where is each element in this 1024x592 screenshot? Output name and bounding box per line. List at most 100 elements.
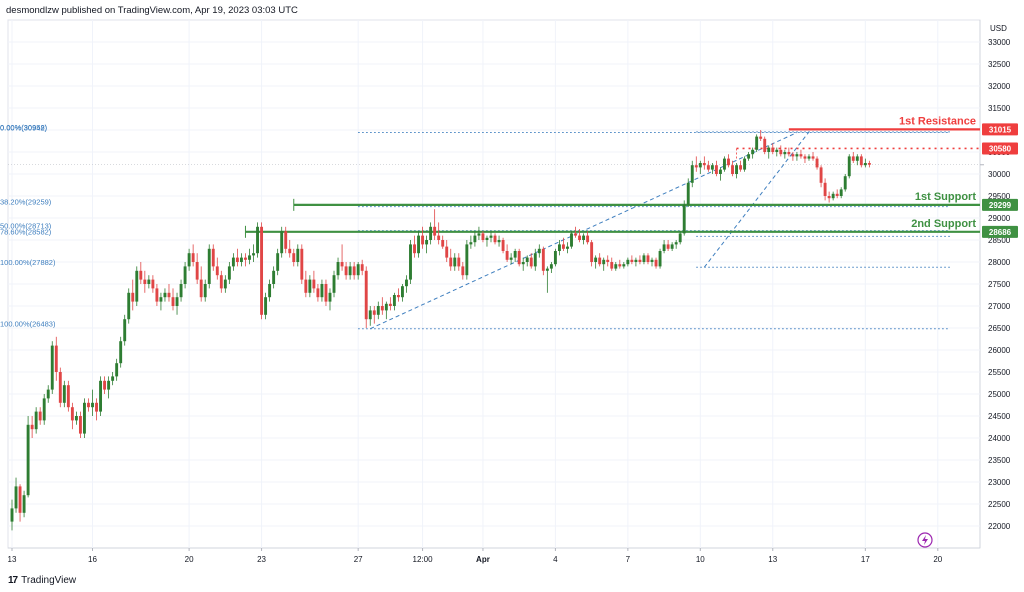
candle-body bbox=[686, 182, 690, 205]
candle-body bbox=[654, 259, 658, 267]
candle-body bbox=[183, 266, 187, 284]
candle-body bbox=[795, 154, 799, 157]
candle-body bbox=[46, 389, 50, 399]
candle-body bbox=[517, 251, 521, 265]
y-tick-label: 23000 bbox=[988, 478, 1011, 487]
y-tick-label: 27000 bbox=[988, 302, 1011, 311]
candle-body bbox=[819, 167, 823, 183]
tradingview-brand-label: TradingView bbox=[21, 574, 77, 586]
candlestick-series bbox=[10, 130, 871, 531]
candle-body bbox=[417, 235, 420, 254]
candle-body bbox=[348, 266, 352, 276]
candle-body bbox=[670, 244, 674, 249]
candle-body bbox=[304, 279, 308, 293]
candle-body bbox=[30, 424, 34, 430]
candle-body bbox=[706, 165, 710, 170]
candle-body bbox=[863, 163, 867, 166]
candle-body bbox=[578, 235, 582, 240]
candle-body bbox=[99, 380, 103, 412]
candle-body bbox=[127, 292, 131, 320]
candle-body bbox=[566, 246, 569, 249]
candle-body bbox=[300, 248, 304, 280]
x-tick-label: 13 bbox=[8, 555, 17, 564]
price-tag-bg bbox=[982, 123, 1018, 136]
candle-body bbox=[562, 244, 565, 249]
candle-body bbox=[638, 259, 642, 262]
candle-body bbox=[666, 244, 670, 249]
candle-body bbox=[779, 149, 783, 155]
fib-trend-line bbox=[370, 132, 798, 330]
candle-body bbox=[650, 259, 654, 262]
candle-body bbox=[421, 235, 425, 245]
candle-body bbox=[340, 262, 344, 267]
tradingview-brand[interactable]: 17 TradingView bbox=[8, 573, 76, 587]
candle-body bbox=[400, 286, 404, 298]
candle-body bbox=[831, 193, 835, 199]
time-axis: 13 16 20 23 27 12:00 Apr 4 7 10 13 17 20 bbox=[8, 548, 943, 564]
candle-body bbox=[658, 251, 662, 267]
candle-body bbox=[843, 176, 847, 190]
candle-body bbox=[123, 319, 127, 342]
candle-body bbox=[95, 402, 98, 412]
candle-body bbox=[87, 402, 90, 408]
candle-body bbox=[606, 259, 610, 262]
x-tick-label: 20 bbox=[185, 555, 194, 564]
candle-body bbox=[537, 248, 541, 254]
x-tick-label: 17 bbox=[861, 555, 870, 564]
candle-body bbox=[316, 288, 320, 298]
candle-body bbox=[505, 251, 509, 260]
y-tick-label: 23500 bbox=[988, 456, 1011, 465]
lightning-icon[interactable] bbox=[917, 532, 933, 548]
candle-body bbox=[372, 310, 376, 315]
candle-body bbox=[332, 275, 336, 293]
y-tick-label: 26000 bbox=[988, 346, 1011, 355]
candle-body bbox=[626, 259, 630, 265]
candle-body bbox=[288, 248, 292, 254]
candle-body bbox=[727, 158, 730, 166]
fib-level-label: 100.00%(26483) bbox=[0, 320, 56, 329]
y-tick-label: 31500 bbox=[988, 104, 1011, 113]
y-tick-label: 30000 bbox=[988, 170, 1011, 179]
chart-grid bbox=[7, 19, 981, 549]
candle-body bbox=[175, 297, 179, 306]
candle-body bbox=[231, 257, 235, 267]
candle-body bbox=[235, 257, 239, 262]
candle-body bbox=[252, 253, 255, 256]
candle-body bbox=[751, 149, 755, 155]
candle-body bbox=[787, 152, 791, 155]
currency-label: USD bbox=[990, 24, 1007, 33]
price-tag-label: 28686 bbox=[989, 228, 1012, 237]
candle-body bbox=[256, 226, 259, 254]
candle-body bbox=[775, 149, 779, 152]
y-tick-label: 25500 bbox=[988, 368, 1011, 377]
candle-body bbox=[662, 244, 666, 251]
candle-body bbox=[14, 486, 18, 509]
candle-body bbox=[54, 345, 58, 372]
y-tick-label: 22000 bbox=[988, 522, 1011, 531]
candle-body bbox=[634, 259, 638, 262]
candle-body bbox=[280, 231, 284, 254]
candle-body bbox=[284, 231, 288, 249]
candle-body bbox=[714, 165, 718, 174]
candle-body bbox=[191, 253, 195, 262]
level-label-sup2: 2nd Support bbox=[911, 218, 976, 230]
candle-body bbox=[739, 165, 743, 170]
candle-body bbox=[485, 237, 489, 240]
candle-body bbox=[425, 240, 429, 245]
support-resistance-levels bbox=[244, 128, 980, 238]
candle-body bbox=[445, 246, 449, 258]
candle-body bbox=[409, 244, 412, 280]
price-tag-label: 30580 bbox=[989, 144, 1012, 153]
tradingview-logo-icon: 17 bbox=[8, 574, 18, 586]
y-tick-label: 22500 bbox=[988, 500, 1011, 509]
candle-body bbox=[630, 259, 634, 262]
y-tick-label: 33000 bbox=[988, 38, 1011, 47]
candle-body bbox=[38, 411, 42, 421]
candle-body bbox=[811, 156, 815, 159]
y-tick-label: 29500 bbox=[988, 192, 1011, 201]
x-tick-label: 20 bbox=[933, 555, 942, 564]
candle-body bbox=[763, 138, 767, 152]
x-tick-label: 27 bbox=[354, 555, 363, 564]
candle-body bbox=[867, 163, 871, 165]
